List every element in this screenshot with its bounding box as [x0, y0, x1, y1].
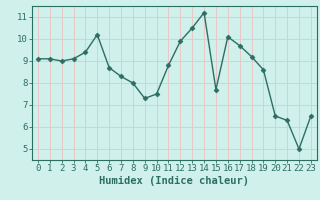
X-axis label: Humidex (Indice chaleur): Humidex (Indice chaleur) — [100, 176, 249, 186]
